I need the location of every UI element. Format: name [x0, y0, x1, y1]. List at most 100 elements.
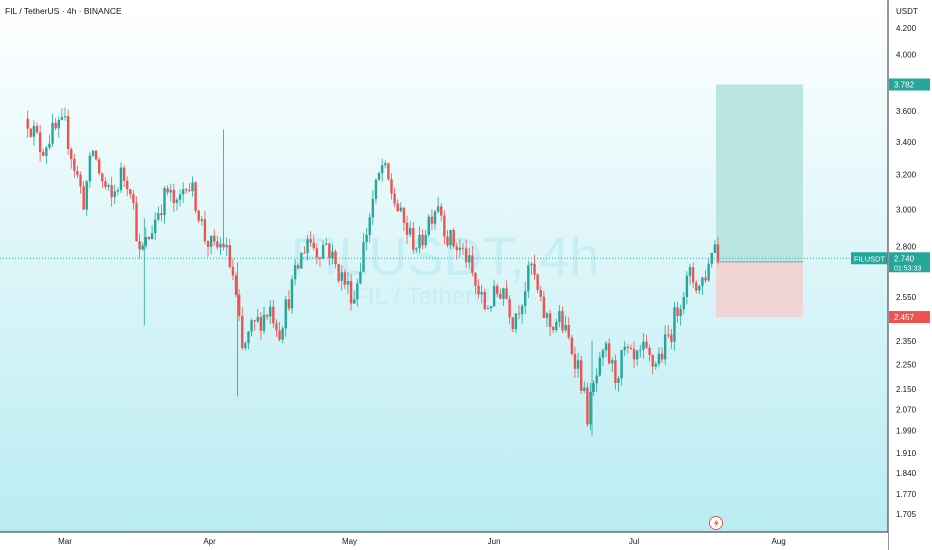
candle-body — [365, 234, 368, 243]
candle-body — [346, 281, 350, 285]
candle-body — [611, 360, 614, 364]
candle-body — [558, 311, 561, 323]
candle-body — [359, 271, 362, 284]
candle-body — [648, 347, 651, 355]
candle-body — [101, 173, 104, 182]
candle-body — [234, 275, 238, 295]
candle-body — [256, 316, 259, 322]
candle-body — [70, 148, 73, 159]
candle-body — [200, 219, 204, 221]
price-axis[interactable] — [888, 0, 932, 550]
candle-body — [141, 245, 144, 250]
candle-body — [237, 294, 241, 316]
lightning-icon[interactable] — [709, 516, 723, 530]
candle-body — [707, 263, 710, 281]
candle-body — [51, 122, 54, 144]
candle-body — [26, 118, 29, 129]
candle-body — [172, 189, 176, 203]
candle-body — [408, 228, 412, 235]
candle-body — [533, 263, 536, 275]
candle-body — [701, 277, 704, 286]
candle-body — [275, 323, 278, 331]
loss-zone[interactable] — [716, 261, 803, 318]
candle-body — [561, 311, 564, 331]
time-axis[interactable] — [0, 532, 888, 550]
candle-body — [573, 353, 577, 369]
candle-body — [607, 343, 611, 364]
candle-body — [132, 194, 135, 204]
candle-body — [281, 328, 284, 340]
candle-body — [583, 387, 586, 391]
candle-body — [191, 182, 194, 192]
candle-body — [595, 375, 598, 384]
candle-body — [113, 191, 116, 198]
candle-body — [247, 331, 250, 344]
candle-body — [331, 251, 334, 259]
price-tick-label: 4.000 — [896, 50, 917, 59]
symbol-badge-label: FILUSDT — [854, 254, 886, 263]
candle-body — [455, 246, 458, 251]
candle-body — [548, 313, 552, 327]
candle-body — [651, 354, 654, 367]
candle-body — [499, 293, 502, 299]
candle-body — [452, 230, 455, 247]
candle-body — [150, 233, 154, 240]
candle-body — [471, 255, 474, 273]
candle-body — [38, 132, 42, 153]
symbol-header[interactable]: FIL / TetherUS · 4h · BINANCE — [5, 6, 122, 16]
candle-body — [614, 360, 617, 383]
candle-body — [620, 350, 623, 379]
currency-label: USDT — [896, 7, 918, 16]
candle-body — [269, 306, 272, 317]
candle-body — [489, 306, 493, 309]
candle-body — [194, 182, 197, 211]
candle-body — [157, 213, 160, 220]
time-tick-label: May — [342, 537, 357, 546]
candle-body — [54, 122, 57, 129]
long-position-tool[interactable] — [716, 84, 803, 318]
candle-body — [458, 247, 462, 251]
candle-body — [116, 190, 120, 192]
time-tick-label: Jun — [488, 537, 501, 546]
candle-body — [384, 163, 387, 166]
candle-body — [685, 275, 689, 298]
candle-body — [502, 288, 505, 299]
candle-body — [135, 203, 138, 242]
candle-body — [623, 346, 626, 351]
candle-body — [206, 241, 210, 247]
candle-body — [570, 337, 574, 354]
candle-body — [446, 236, 449, 246]
candle-body — [309, 239, 312, 243]
candle-body — [153, 219, 157, 234]
candle-body — [688, 267, 692, 276]
target-price-tag-label: 3.782 — [894, 81, 915, 90]
candle-body — [716, 244, 720, 262]
candle-body — [511, 317, 514, 330]
candle-body — [356, 283, 359, 300]
candle-body — [691, 267, 695, 283]
candle-body — [632, 348, 636, 360]
candle-body — [163, 188, 166, 216]
candle-body — [477, 285, 480, 295]
candle-body — [483, 291, 486, 309]
stop-price-tag-label: 2.457 — [894, 313, 915, 322]
price-tick-label: 2.800 — [896, 243, 917, 252]
candle-body — [492, 285, 496, 307]
candle-body — [579, 360, 583, 391]
price-tick-label: 1.910 — [896, 449, 917, 458]
candle-body — [278, 330, 281, 340]
candle-body — [374, 179, 378, 199]
candle-body — [231, 266, 235, 276]
profit-zone[interactable] — [716, 84, 803, 262]
time-tick-label: Apr — [203, 537, 216, 546]
candle-body — [297, 265, 300, 269]
candle-body — [315, 248, 319, 258]
candle-body — [695, 282, 698, 291]
candle-body — [520, 305, 524, 315]
candle-body — [524, 291, 527, 306]
candle-body — [430, 216, 434, 224]
candle-body — [98, 159, 101, 174]
candle-body — [63, 116, 67, 118]
